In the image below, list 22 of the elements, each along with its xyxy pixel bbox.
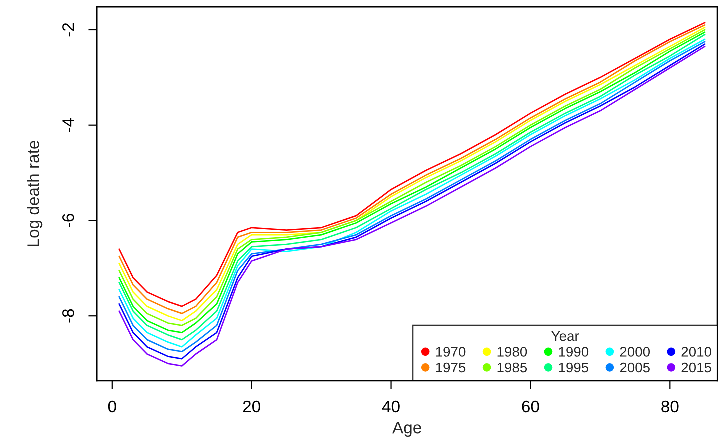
legend-label: 2005 (620, 362, 650, 373)
y-tick-label: -6 (62, 214, 74, 228)
x-axis-title: Age (392, 422, 422, 438)
y-tick-label: -8 (62, 309, 74, 323)
legend-label: 1985 (498, 362, 528, 373)
x-tick-label: 80 (662, 400, 679, 413)
legend-label: 1970 (436, 347, 466, 357)
x-tick-label: 20 (243, 400, 260, 413)
legend-label: 1995 (559, 362, 589, 373)
y-tick-label: -2 (62, 23, 74, 37)
y-tick-label: -4 (62, 118, 74, 132)
legend-title: Year (552, 332, 580, 342)
legend-label: 2015 (682, 362, 712, 373)
legend-label: 1975 (436, 362, 466, 373)
x-tick-label: 60 (522, 400, 540, 413)
legend-label: 1980 (498, 347, 528, 357)
legend-label: 2010 (682, 347, 712, 357)
x-tick-label: 0 (108, 400, 116, 413)
y-axis-title: Log death rate (27, 141, 43, 246)
legend-label: 2000 (620, 347, 650, 357)
x-tick-label: 40 (382, 400, 400, 413)
legend-label: 1990 (559, 347, 589, 357)
